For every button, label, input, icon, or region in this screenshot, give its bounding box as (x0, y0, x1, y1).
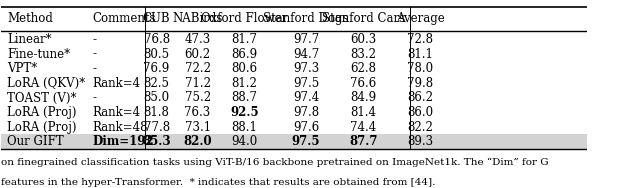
Text: 94.0: 94.0 (231, 135, 257, 148)
Text: NABirds: NABirds (172, 12, 223, 25)
Text: 71.2: 71.2 (184, 77, 211, 90)
Text: 86.9: 86.9 (231, 48, 257, 61)
Text: 94.7: 94.7 (292, 48, 319, 61)
Text: 97.5: 97.5 (292, 77, 319, 90)
Text: 60.2: 60.2 (184, 48, 211, 61)
Text: -: - (92, 48, 96, 61)
Text: -: - (92, 92, 96, 105)
Text: 97.8: 97.8 (293, 106, 319, 119)
Text: 97.4: 97.4 (292, 92, 319, 105)
Text: LoRA (QKV)*: LoRA (QKV)* (7, 77, 86, 90)
Text: Dim=192: Dim=192 (92, 135, 154, 148)
Text: 97.7: 97.7 (292, 33, 319, 46)
Text: 78.0: 78.0 (407, 62, 433, 75)
Text: 75.2: 75.2 (184, 92, 211, 105)
Text: 92.5: 92.5 (230, 106, 259, 119)
Text: 85.3: 85.3 (142, 135, 171, 148)
Text: Oxford Flower: Oxford Flower (202, 12, 287, 25)
Text: 76.9: 76.9 (143, 62, 170, 75)
Text: Our GIFT: Our GIFT (7, 135, 64, 148)
Text: Rank=4: Rank=4 (92, 77, 140, 90)
Text: 82.0: 82.0 (183, 135, 212, 148)
Text: VPT*: VPT* (7, 62, 38, 75)
Text: LoRA (Proj): LoRA (Proj) (7, 121, 77, 134)
Text: 84.9: 84.9 (350, 92, 376, 105)
Text: 97.5: 97.5 (292, 135, 320, 148)
Text: TOAST (V)*: TOAST (V)* (7, 92, 77, 105)
Text: Fine-tune*: Fine-tune* (7, 48, 70, 61)
Text: features in the hyper-Transformer.  * indicates that results are obtained from [: features in the hyper-Transformer. * ind… (1, 178, 436, 187)
Text: -: - (92, 62, 96, 75)
Text: 81.8: 81.8 (143, 106, 170, 119)
Text: 80.6: 80.6 (231, 62, 257, 75)
Text: 76.3: 76.3 (184, 106, 211, 119)
Text: 80.5: 80.5 (143, 48, 170, 61)
Text: 83.2: 83.2 (350, 48, 376, 61)
Text: Comments: Comments (92, 12, 156, 25)
Text: 88.1: 88.1 (232, 121, 257, 134)
Text: 47.3: 47.3 (184, 33, 211, 46)
Text: Stanford Dogs: Stanford Dogs (263, 12, 349, 25)
Text: Average: Average (396, 12, 444, 25)
Text: 76.6: 76.6 (350, 77, 376, 90)
Text: 74.4: 74.4 (350, 121, 376, 134)
Text: Rank=48: Rank=48 (92, 121, 148, 134)
Text: 81.1: 81.1 (407, 48, 433, 61)
Text: 81.4: 81.4 (350, 106, 376, 119)
Text: 81.2: 81.2 (232, 77, 257, 90)
Text: 97.3: 97.3 (292, 62, 319, 75)
Text: 82.5: 82.5 (143, 77, 170, 90)
Text: 60.3: 60.3 (350, 33, 376, 46)
Text: 97.6: 97.6 (292, 121, 319, 134)
Text: 88.7: 88.7 (232, 92, 257, 105)
Text: 62.8: 62.8 (350, 62, 376, 75)
Text: Stanford Cars: Stanford Cars (322, 12, 405, 25)
Text: 85.0: 85.0 (143, 92, 170, 105)
Text: 76.8: 76.8 (143, 33, 170, 46)
Text: 79.8: 79.8 (407, 77, 433, 90)
Text: 77.8: 77.8 (143, 121, 170, 134)
Text: Linear*: Linear* (7, 33, 52, 46)
Text: 72.2: 72.2 (184, 62, 211, 75)
Text: 73.1: 73.1 (184, 121, 211, 134)
Text: 87.7: 87.7 (349, 135, 378, 148)
Text: LoRA (Proj): LoRA (Proj) (7, 106, 77, 119)
Text: CUB: CUB (143, 12, 170, 25)
Text: 86.2: 86.2 (407, 92, 433, 105)
Text: 82.2: 82.2 (407, 121, 433, 134)
Text: Method: Method (7, 12, 53, 25)
Text: 81.7: 81.7 (232, 33, 257, 46)
Text: 89.3: 89.3 (407, 135, 433, 148)
FancyBboxPatch shape (1, 134, 587, 149)
Text: -: - (92, 33, 96, 46)
Text: on finegrained classification tasks using ViT-B/16 backbone pretrained on ImageN: on finegrained classification tasks usin… (1, 158, 549, 167)
Text: 72.8: 72.8 (407, 33, 433, 46)
Text: 86.0: 86.0 (407, 106, 433, 119)
Text: Rank=4: Rank=4 (92, 106, 140, 119)
